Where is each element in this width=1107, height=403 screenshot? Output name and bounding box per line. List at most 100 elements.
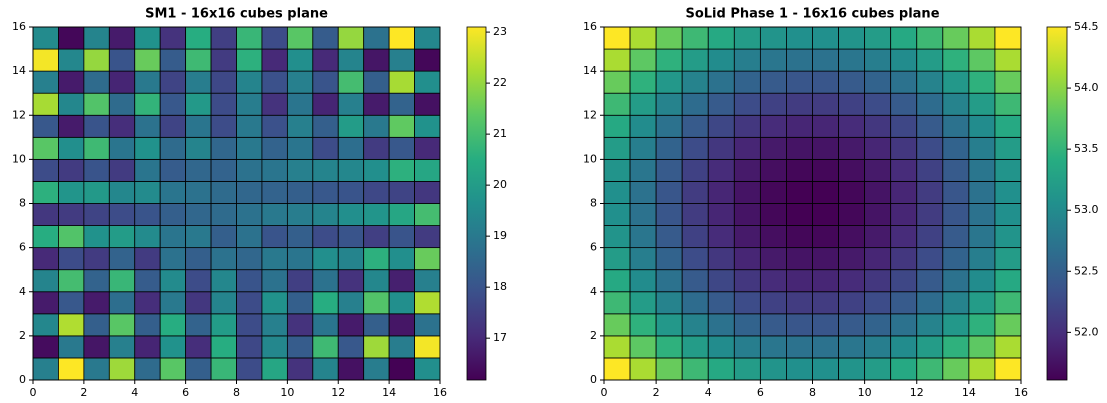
y-tick-label: 2 bbox=[19, 329, 26, 342]
heat-cell bbox=[812, 48, 839, 72]
heat-cell bbox=[414, 269, 441, 293]
heat-cell bbox=[236, 225, 263, 249]
heat-cell bbox=[890, 26, 918, 50]
heat-cell bbox=[812, 313, 839, 337]
heat-cell bbox=[83, 92, 110, 116]
heat-cell bbox=[388, 158, 415, 182]
heat-cell bbox=[210, 92, 237, 116]
heat-cell bbox=[337, 269, 365, 293]
heat-cell bbox=[32, 357, 59, 381]
heat-cell bbox=[733, 181, 761, 204]
heat-cell bbox=[83, 225, 110, 249]
heat-cell bbox=[864, 269, 892, 293]
heat-cell bbox=[210, 181, 237, 204]
heat-cell bbox=[916, 357, 944, 381]
heat-cell bbox=[681, 114, 709, 138]
heat-cell bbox=[210, 269, 237, 293]
heat-cell bbox=[681, 247, 709, 271]
heat-cell bbox=[159, 48, 187, 72]
heat-cell bbox=[32, 158, 59, 182]
heat-cell bbox=[261, 136, 288, 160]
heat-cell bbox=[890, 269, 918, 293]
heat-cell bbox=[759, 313, 787, 337]
heat-cell bbox=[890, 181, 918, 204]
heat-cell bbox=[629, 48, 657, 72]
heat-cell bbox=[261, 181, 288, 204]
heat-cell bbox=[32, 114, 59, 138]
heat-cell bbox=[363, 203, 390, 226]
heat-cell bbox=[629, 357, 657, 381]
heat-cell bbox=[994, 181, 1022, 204]
heat-cell bbox=[916, 203, 944, 226]
heat-cell bbox=[388, 291, 415, 315]
heat-cell bbox=[185, 269, 212, 293]
heat-cell bbox=[108, 247, 136, 271]
heat-cell bbox=[236, 92, 263, 116]
heat-cell bbox=[236, 48, 263, 72]
x-tick-label: 6 bbox=[182, 386, 189, 399]
heat-cell bbox=[968, 92, 996, 116]
heat-cell bbox=[312, 158, 339, 182]
heat-cell bbox=[83, 70, 110, 94]
heat-cell bbox=[58, 335, 85, 359]
heat-cell bbox=[916, 114, 944, 138]
heat-cell bbox=[786, 114, 813, 138]
heat-cell bbox=[916, 181, 944, 204]
heat-cell bbox=[603, 247, 631, 271]
heat-cell bbox=[108, 26, 136, 50]
heat-cell bbox=[210, 203, 237, 226]
heat-cell bbox=[210, 357, 237, 381]
heat-cell bbox=[864, 48, 892, 72]
heat-cell bbox=[159, 225, 187, 249]
heat-cell bbox=[32, 48, 59, 72]
heat-cell bbox=[968, 247, 996, 271]
heat-cell bbox=[942, 158, 970, 182]
heat-cell bbox=[733, 313, 761, 337]
heat-cell bbox=[108, 158, 136, 182]
heat-cell bbox=[185, 247, 212, 271]
heat-cell bbox=[414, 26, 441, 50]
heat-cell bbox=[159, 70, 187, 94]
heat-cell bbox=[733, 335, 761, 359]
heat-cell bbox=[134, 158, 161, 182]
heat-cell bbox=[312, 225, 339, 249]
y-tick-label: 14 bbox=[583, 64, 597, 77]
heat-cell bbox=[629, 269, 657, 293]
heat-cell bbox=[159, 291, 187, 315]
heat-cell bbox=[236, 181, 263, 204]
heat-cell bbox=[838, 92, 866, 116]
heat-cell bbox=[108, 335, 136, 359]
heat-cell bbox=[681, 181, 709, 204]
heat-cell bbox=[83, 181, 110, 204]
heat-cell bbox=[58, 48, 85, 72]
heat-cell bbox=[286, 26, 314, 50]
heat-cell bbox=[32, 136, 59, 160]
heat-cell bbox=[363, 136, 390, 160]
chart-title: SM1 - 16x16 cubes plane bbox=[145, 7, 328, 22]
heat-cell bbox=[83, 158, 110, 182]
heat-cell bbox=[812, 70, 839, 94]
y-tick-label: 14 bbox=[12, 64, 26, 77]
heat-cell bbox=[210, 48, 237, 72]
heat-cell bbox=[655, 335, 683, 359]
y-tick-label: 8 bbox=[590, 197, 597, 210]
heat-cell bbox=[707, 203, 735, 226]
heat-cell bbox=[890, 48, 918, 72]
x-tick-label: 8 bbox=[233, 386, 240, 399]
heat-cell bbox=[337, 114, 365, 138]
heat-cell bbox=[681, 70, 709, 94]
heat-cell bbox=[337, 92, 365, 116]
x-tick-label: 2 bbox=[653, 386, 660, 399]
heat-cell bbox=[388, 48, 415, 72]
heat-cell bbox=[185, 225, 212, 249]
heat-cell bbox=[83, 313, 110, 337]
heat-cell bbox=[388, 247, 415, 271]
heat-cell bbox=[210, 291, 237, 315]
heat-cell bbox=[236, 335, 263, 359]
heat-cell bbox=[681, 158, 709, 182]
heat-cell bbox=[655, 357, 683, 381]
colorbar-tick-label: 23 bbox=[493, 25, 507, 38]
heat-cell bbox=[363, 225, 390, 249]
heat-cell bbox=[655, 247, 683, 271]
heat-cell bbox=[83, 203, 110, 226]
